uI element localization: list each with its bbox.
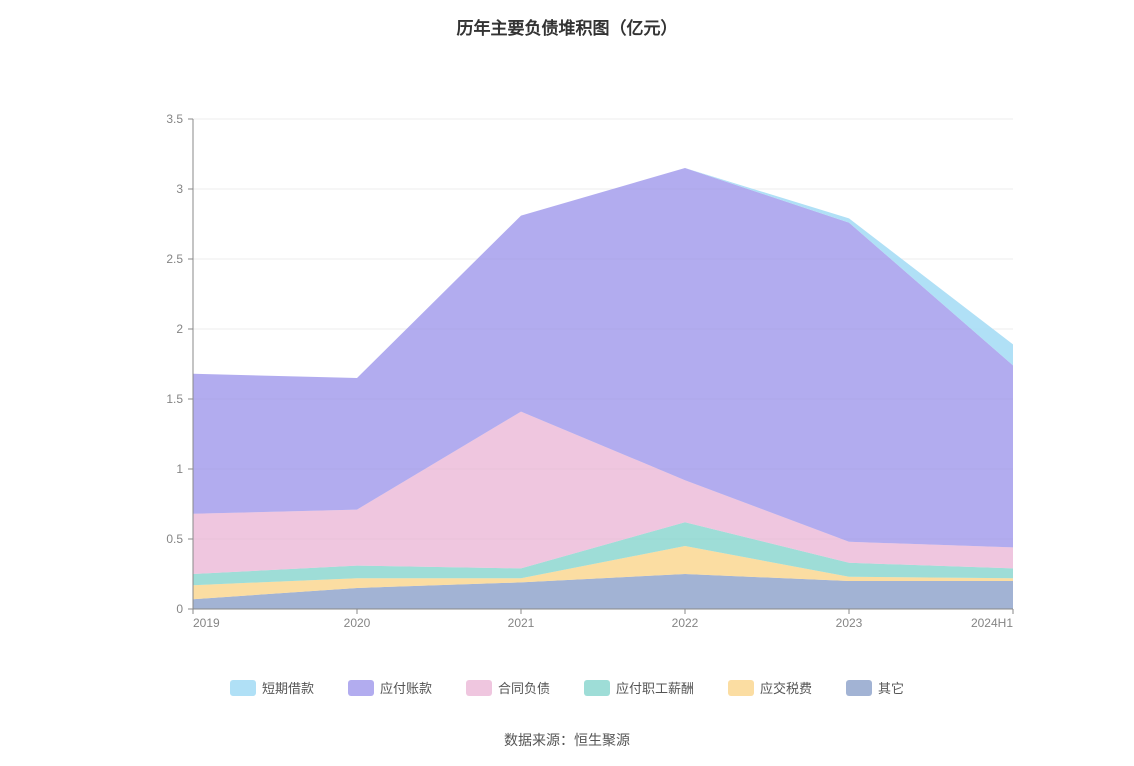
legend-swatch [348, 680, 374, 696]
y-tick-label: 3.5 [166, 112, 183, 126]
legend-item[interactable]: 应付职工薪酬 [584, 678, 694, 697]
chart-plot-area: 0 0.5 1 1.5 2 2.5 3 3.5 2019 2020 2021 2022 2023 2024… [0, 39, 1134, 634]
x-tick-label: 2021 [508, 616, 535, 629]
legend-item[interactable]: 应付账款 [348, 678, 432, 697]
y-tick-label: 3 [176, 182, 183, 196]
x-tick-label: 2024H1 [971, 616, 1013, 629]
x-tick-label: 2020 [344, 616, 371, 629]
legend-label: 其它 [878, 678, 904, 697]
data-source-label: 数据来源：恒生聚源 [0, 730, 1134, 750]
legend-swatch [846, 680, 872, 696]
stacked-area-svg: 0 0.5 1 1.5 2 2.5 3 3.5 2019 2020 2021 2022 2023 2024… [0, 39, 1134, 629]
legend-swatch [230, 680, 256, 696]
y-tick-label: 1 [176, 462, 183, 476]
x-tick-label: 2023 [836, 616, 863, 629]
x-tick-label: 2019 [193, 616, 220, 629]
chart-container: { "chart": { "type": "stacked-area", "ti… [0, 0, 1134, 766]
chart-legend: 短期借款 应付账款 合同负债 应付职工薪酬 应交税费 其它 [0, 678, 1134, 697]
legend-label: 应交税费 [760, 678, 812, 697]
legend-item[interactable]: 应交税费 [728, 678, 812, 697]
legend-item[interactable]: 短期借款 [230, 678, 314, 697]
chart-title: 历年主要负债堆积图（亿元） [0, 0, 1134, 39]
legend-label: 合同负债 [498, 678, 550, 697]
legend-swatch [466, 680, 492, 696]
y-tick-label: 0.5 [166, 532, 183, 546]
x-tick-label: 2022 [672, 616, 699, 629]
y-tick-label: 0 [176, 602, 183, 616]
legend-label: 应付账款 [380, 678, 432, 697]
legend-item[interactable]: 其它 [846, 678, 904, 697]
legend-label: 应付职工薪酬 [616, 678, 694, 697]
legend-swatch [728, 680, 754, 696]
legend-label: 短期借款 [262, 678, 314, 697]
legend-swatch [584, 680, 610, 696]
y-tick-label: 2 [176, 322, 183, 336]
y-tick-label: 1.5 [166, 392, 183, 406]
legend-item[interactable]: 合同负债 [466, 678, 550, 697]
y-tick-label: 2.5 [166, 252, 183, 266]
